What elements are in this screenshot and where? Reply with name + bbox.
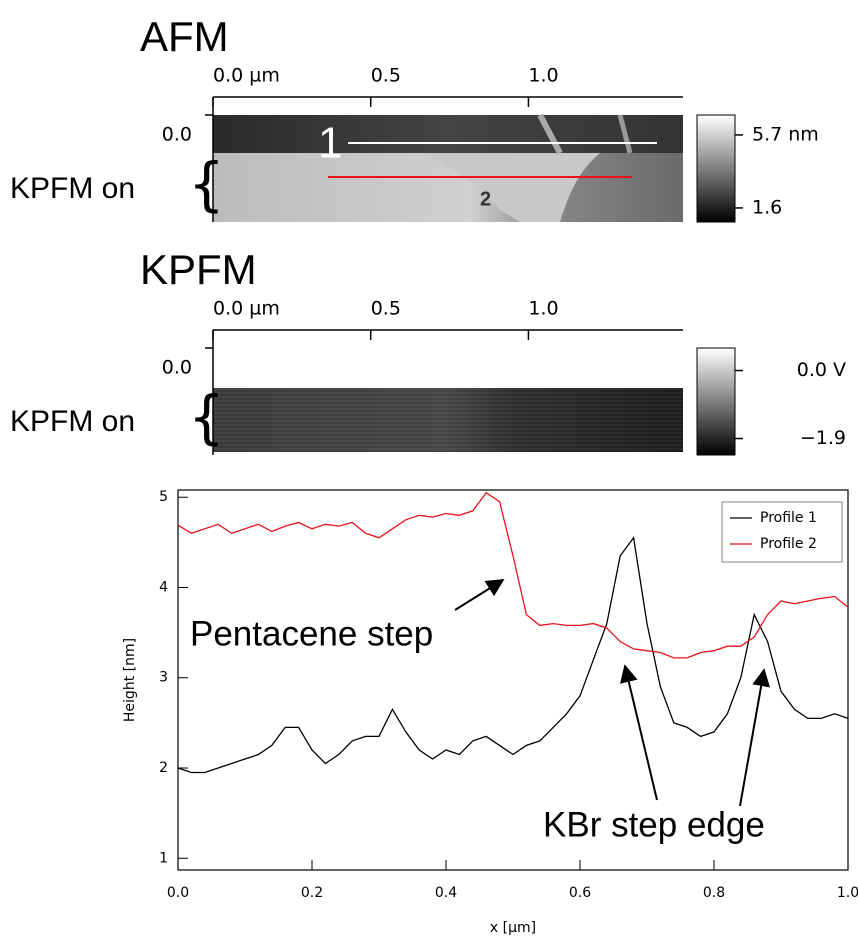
- x-tick-label: 0.5: [371, 298, 401, 320]
- legend-box: [721, 501, 843, 563]
- profile-label: 1: [318, 119, 342, 168]
- panel-title: AFM: [140, 13, 229, 60]
- y-tick-label: 2: [159, 760, 168, 776]
- profile-line: [177, 536, 849, 774]
- plot-frame: [177, 489, 849, 871]
- y-tick-label: 4: [159, 579, 168, 595]
- y-tick-label: 1: [159, 850, 168, 866]
- profile-line: [177, 491, 849, 659]
- colorbar-label: 0.0 V: [797, 359, 846, 381]
- x-tick-label: 0.0 µm: [213, 298, 280, 320]
- y-tick-label: 0.0: [162, 124, 192, 146]
- x-tick-label: 0.0: [167, 885, 189, 901]
- colorbar-label: 5.7 nm: [752, 123, 819, 145]
- x-tick-label: 1.0: [528, 298, 558, 320]
- x-tick-label: 0.8: [703, 885, 725, 901]
- brace: {: [188, 150, 225, 218]
- x-tick-label: 0.6: [569, 885, 591, 901]
- colorbar-label: −1.9: [800, 427, 846, 449]
- x-tick-label: 1.0: [837, 885, 858, 901]
- x-tick-label: 0.4: [435, 885, 457, 901]
- y-tick-label: 5: [159, 489, 168, 505]
- side-label: KPFM on: [10, 172, 135, 205]
- afm-image: [213, 113, 683, 222]
- x-tick-label: 1.0: [528, 65, 558, 87]
- panel-title: KPFM: [140, 246, 257, 293]
- brace: {: [188, 383, 225, 451]
- annotation: Pentacene step: [190, 614, 433, 653]
- profile-label: 2: [480, 188, 491, 210]
- x-tick-label: 0.0 µm: [213, 65, 280, 87]
- x-tick-label: 0.5: [371, 65, 401, 87]
- x-axis-label: x [µm]: [490, 920, 536, 936]
- colorbar-label: 1.6: [752, 196, 782, 218]
- x-tick-label: 0.2: [301, 885, 323, 901]
- colorbar: [696, 347, 736, 456]
- colorbar: [696, 114, 736, 223]
- arrows: [454, 579, 771, 807]
- legend-label: Profile 2: [760, 536, 817, 552]
- side-label: KPFM on: [10, 405, 135, 438]
- y-tick-label: 3: [159, 670, 168, 686]
- annotation: KBr step edge: [543, 805, 765, 844]
- kpfm-image: [213, 348, 683, 452]
- y-axis-label: Height [nm]: [122, 638, 138, 722]
- legend-label: Profile 1: [760, 510, 817, 526]
- y-tick-label: 0.0: [162, 357, 192, 379]
